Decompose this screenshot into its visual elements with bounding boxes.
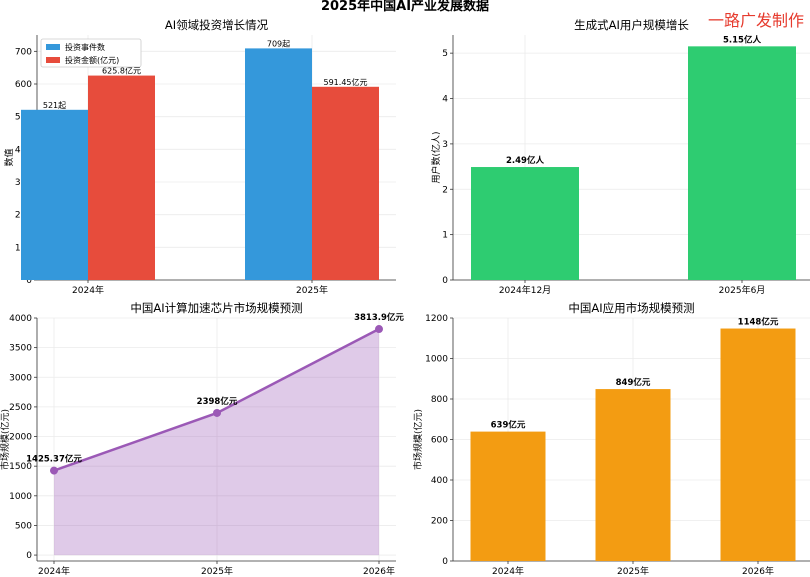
chart4-bar	[595, 389, 671, 561]
chart1-bar	[88, 75, 155, 281]
chart2-title: 生成式AI用户规模增长	[574, 18, 689, 32]
chart4-y-tick-label: 400	[431, 476, 448, 486]
chart2-y-tick-label: 4	[442, 95, 448, 105]
chart3-point-label: 3813.9亿元	[354, 312, 404, 323]
chart3-y-tick-label: 4000	[9, 314, 32, 324]
chart1-title: AI领域投资增长情况	[165, 18, 269, 32]
chart3-y-tick-label: 0	[26, 551, 32, 561]
chart2-y-tick-label: 1	[442, 231, 448, 241]
chart3-y-tick-label: 2500	[9, 403, 32, 413]
chart4-y-tick-label: 200	[431, 517, 448, 527]
chart3-y-tick-label: 2000	[9, 433, 32, 443]
chart1-legend-label: 投资事件数	[65, 42, 105, 52]
chart4-y-axis-label: 市场规模(亿元)	[412, 409, 424, 470]
chart2-y-axis-label: 用户数(亿人)	[430, 131, 442, 183]
chart2-x-tick-label: 2024年12月	[499, 284, 551, 296]
chart1-y-tick-label: 0	[26, 276, 32, 286]
chart4-bar-label: 849亿元	[616, 377, 651, 388]
chart2-y-tick-label: 0	[442, 276, 448, 286]
chart1-legend-label: 投资金额(亿元)	[65, 55, 119, 65]
chart4-y-tick-label: 800	[431, 395, 448, 405]
chart1-bar-label: 625.8亿元	[102, 66, 141, 76]
chart1-bar	[312, 86, 379, 280]
chart3-title: 中国AI计算加速芯片市场规模预测	[130, 301, 302, 315]
chart2-bar-label: 5.15亿人	[723, 34, 761, 45]
chart4-title: 中国AI应用市场规模预测	[568, 301, 694, 315]
chart4-x-tick-label: 2024年	[492, 565, 524, 577]
chart3-x-tick-label: 2025年	[201, 565, 233, 577]
chart3-x-tick-label: 2026年	[363, 565, 395, 577]
chart3-y-tick-label: 500	[15, 521, 32, 531]
chart4-y-tick-label: 600	[431, 436, 448, 446]
chart1-bar-label: 521起	[43, 101, 66, 110]
chart2-bar	[471, 167, 579, 280]
chart3-data-point	[50, 466, 58, 475]
chart1-x-tick-label: 2025年	[296, 284, 328, 296]
chart4-bar-label: 639亿元	[491, 420, 526, 431]
chart4-y-tick-label: 1000	[425, 355, 448, 365]
chart3-y-tick-label: 3500	[9, 344, 32, 354]
chart1-y-tick-label: 600	[15, 80, 32, 90]
chart1-legend-box	[40, 38, 142, 68]
chart3-data-point	[375, 325, 383, 334]
chart1-legend-swatch	[46, 57, 60, 63]
chart4-bar-label: 1148亿元	[738, 317, 779, 328]
chart3-data-point	[213, 408, 221, 417]
chart3-point-label: 1425.37亿元	[26, 454, 82, 465]
chart1-bar	[21, 109, 88, 280]
chart1-legend-swatch	[46, 44, 60, 50]
chart1-bar	[245, 48, 312, 280]
chart3-y-tick-label: 1500	[9, 462, 32, 472]
watermark: 一路广发制作	[708, 11, 805, 30]
chart3-y-axis-label: 市场规模(亿元)	[0, 409, 11, 470]
chart3-area-fill	[54, 329, 379, 556]
chart1-y-axis-label: 数值	[3, 148, 15, 166]
chart3-x-tick-label: 2024年	[38, 565, 70, 577]
chart3-y-tick-label: 3000	[9, 373, 32, 383]
chart2-x-tick-label: 2025年6月	[719, 284, 766, 296]
chart1-x-tick-label: 2024年	[72, 284, 104, 296]
chart2-bar	[688, 46, 796, 281]
main-title: 2025年中国AI产业发展数据	[320, 0, 490, 14]
chart1-y-tick-label: 700	[15, 47, 32, 57]
chart1-bar-label: 591.45亿元	[324, 77, 368, 87]
chart4-bar	[720, 328, 796, 561]
chart2-bar-label: 2.49亿人	[506, 155, 544, 166]
chart2-y-tick-label: 2	[442, 185, 448, 195]
chart1-bar-label: 709起	[267, 39, 290, 48]
chart3-y-tick-label: 1000	[9, 492, 32, 502]
chart4-x-tick-label: 2025年	[617, 565, 649, 577]
chart2-y-tick-label: 3	[442, 140, 448, 150]
chart4-y-tick-label: 1200	[425, 314, 448, 324]
chart4-y-tick-label: 0	[442, 557, 448, 567]
chart4-bar	[470, 431, 546, 561]
chart4-x-tick-label: 2026年	[742, 565, 774, 577]
chart3-point-label: 2398亿元	[197, 396, 238, 407]
chart2-y-tick-label: 5	[442, 49, 448, 59]
